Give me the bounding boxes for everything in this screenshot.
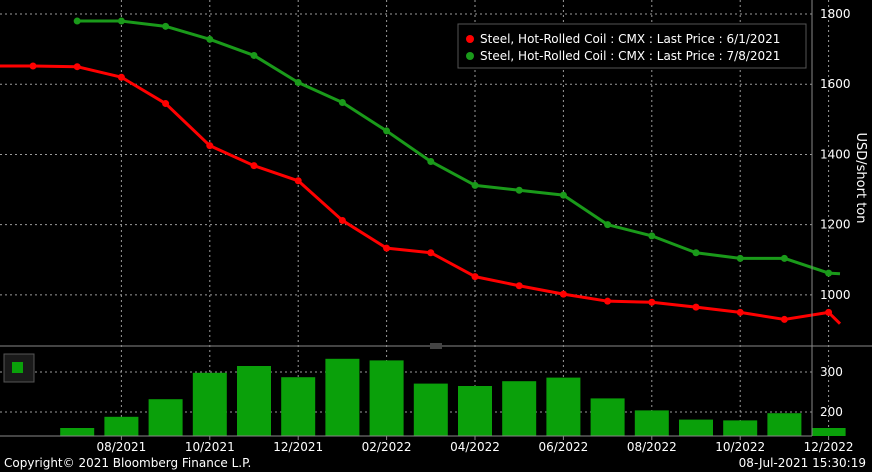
series-1-point: [471, 273, 479, 281]
series-1-point: [338, 216, 346, 224]
series-1-point: [383, 244, 391, 252]
series-1-point: [73, 63, 81, 71]
series-lines: [0, 17, 842, 325]
volume-bar: [811, 428, 846, 436]
series-2-point: [515, 186, 523, 194]
series-2-point: [780, 254, 788, 262]
series-1-point: [29, 62, 37, 70]
y-axis-label: USD/short ton: [853, 133, 868, 224]
price-y-tick: 1600: [820, 77, 851, 91]
volume-bars: [60, 358, 846, 436]
series-1-point: [117, 73, 125, 81]
series-2-point: [559, 191, 567, 199]
legend: Steel, Hot-Rolled Coil : CMX : Last Pric…: [457, 23, 807, 69]
x-tick-label: 08/2021: [96, 440, 146, 454]
price-y-tick: 1000: [820, 288, 851, 302]
series-2-point: [383, 127, 391, 135]
series-2-point: [604, 221, 612, 229]
series-1-point: [206, 142, 214, 150]
series-2-point: [338, 98, 346, 106]
series-1-point: [780, 315, 788, 323]
legend-marker-green: [466, 52, 474, 60]
series-1-point: [515, 282, 523, 290]
series-2-point: [162, 22, 170, 30]
volume-bar: [767, 413, 802, 436]
series-1-point: [294, 177, 302, 185]
volume-bar: [237, 366, 271, 436]
volume-y-tick: 300: [820, 365, 843, 379]
volume-legend-marker: [12, 362, 23, 373]
volume-bar: [679, 419, 713, 436]
volume-gridlines: [0, 371, 812, 413]
x-tick-label: 10/2022: [715, 440, 765, 454]
x-tick-label: 12/2022: [804, 440, 854, 454]
volume-legend: [3, 353, 35, 383]
price-panel: 1000 1200 1400 1600 1800 USD/short ton Steel…: [0, 0, 868, 436]
price-y-tick: 1200: [820, 218, 851, 232]
volume-bar: [281, 377, 316, 436]
series-1-point: [250, 162, 258, 170]
volume-bar: [192, 372, 227, 436]
series-2-point: [427, 157, 435, 165]
series-2-point: [471, 181, 479, 189]
x-tick-label: 12/2021: [273, 440, 323, 454]
volume-bar: [634, 410, 669, 436]
legend-marker-red: [466, 35, 474, 43]
series-1-point: [162, 100, 170, 108]
volume-y-tick: 200: [820, 405, 843, 419]
copyright-text: Copyright© 2021 Bloomberg Finance L.P.: [4, 456, 252, 470]
series-1-point: [825, 308, 833, 316]
volume-y-axis: 200 300: [820, 365, 843, 419]
volume-bar: [458, 386, 492, 436]
volume-bar: [723, 420, 758, 436]
volume-bar: [104, 416, 139, 436]
x-tick-label: 06/2022: [538, 440, 588, 454]
x-tick-label: 08/2022: [627, 440, 677, 454]
price-y-axis: 1000 1200 1400 1600 1800: [820, 7, 851, 302]
series-1-point: [427, 249, 435, 257]
volume-bar: [590, 398, 625, 436]
series-2-point: [206, 35, 214, 43]
series-1-point: [604, 297, 612, 305]
legend-entry-2: Steel, Hot-Rolled Coil : CMX : Last Pric…: [480, 49, 780, 63]
price-y-tick: 1800: [820, 7, 851, 21]
x-tick-label: 02/2022: [362, 440, 412, 454]
volume-bar: [148, 399, 183, 436]
volume-bar: [546, 377, 581, 436]
series-2-point: [648, 232, 656, 240]
series-2-point: [294, 78, 302, 86]
series-2-point: [117, 17, 125, 25]
volume-bar: [60, 428, 95, 436]
series-2-point: [825, 269, 833, 277]
series-1-point: [559, 290, 567, 298]
volume-bar: [325, 358, 360, 436]
x-tick-label: 04/2022: [450, 440, 500, 454]
series-1-point: [736, 308, 744, 316]
x-axis: 08/2021 10/2021 12/2021 02/2022 04/2022 06/20…: [96, 436, 854, 454]
series-2-point: [692, 249, 700, 257]
price-y-tick: 1400: [820, 147, 851, 161]
series-1-point: [648, 298, 656, 306]
volume-bar: [502, 381, 537, 436]
series-1-point: [692, 303, 700, 311]
volume-bar: [413, 383, 448, 436]
series-2-point: [73, 17, 81, 25]
x-tick-label: 10/2021: [185, 440, 235, 454]
timestamp-text: 08-Jul-2021 15:30:19: [738, 456, 866, 470]
legend-entry-1: Steel, Hot-Rolled Coil : CMX : Last Pric…: [480, 32, 780, 46]
series-2-point: [250, 51, 258, 59]
volume-bar: [369, 360, 404, 436]
series-2-point: [736, 254, 744, 262]
volume-panel: 200 300: [0, 353, 846, 436]
